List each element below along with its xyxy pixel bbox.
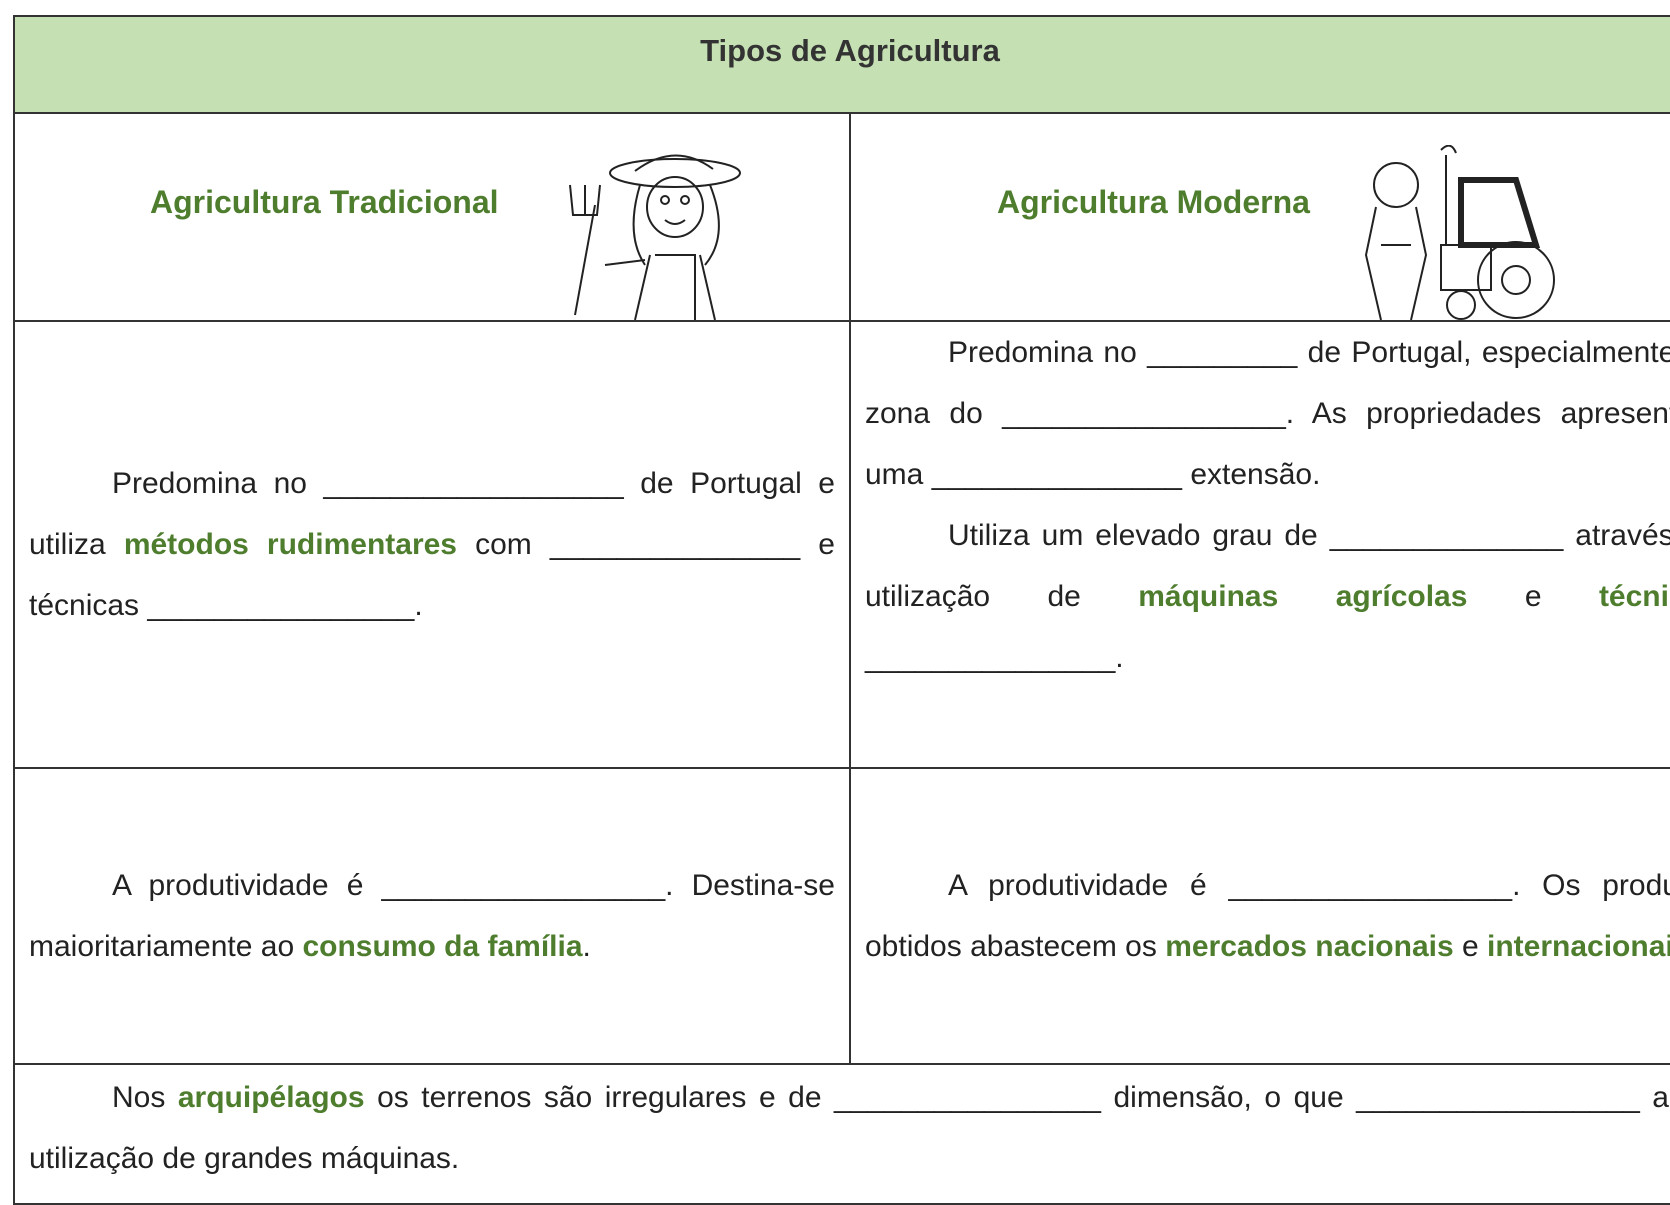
text: e técnicas bbox=[29, 528, 835, 622]
text: A produtividade é bbox=[948, 869, 1229, 902]
text: e bbox=[1453, 930, 1488, 963]
text: de Portugal, especialmente na zona do bbox=[865, 336, 1670, 430]
answer-blank: _________________ bbox=[381, 869, 666, 902]
text: dimensão, o que bbox=[1100, 1081, 1357, 1114]
answer-blank: _________________ bbox=[1002, 397, 1286, 430]
text: os terrenos são irregulares e de bbox=[364, 1081, 835, 1114]
paragraph: Predomina no _________ de Portugal, espe… bbox=[865, 322, 1670, 505]
highlighted-text: mercados nacionais bbox=[1165, 930, 1454, 963]
answer-blank: _________ bbox=[1147, 336, 1298, 369]
text-cell: Predomina no __________________ de Portu… bbox=[13, 320, 851, 769]
text: e bbox=[1467, 580, 1599, 613]
footer-text: Nos arquipélagos os terrenos são irregul… bbox=[29, 1065, 1669, 1189]
text: através da utilização de bbox=[865, 519, 1670, 613]
text: Utiliza um elevado grau de bbox=[948, 519, 1330, 552]
highlighted-text: internacionais bbox=[1487, 930, 1670, 963]
text: . bbox=[414, 589, 423, 622]
text: . Os produtos obtidos abastecem os bbox=[865, 869, 1670, 963]
text: extensão. bbox=[1181, 458, 1321, 491]
title-row: Tipos de Agricultura bbox=[13, 15, 1670, 114]
paragraph: Utiliza um elevado grau de _____________… bbox=[865, 505, 1670, 688]
text: a utilização de grandes máquinas. bbox=[29, 1081, 1669, 1175]
answer-blank: ________________ bbox=[834, 1081, 1101, 1114]
farmer-girl-illustration bbox=[569, 154, 741, 320]
footer-cell: Nos arquipélagos os terrenos são irregul… bbox=[13, 1063, 1670, 1205]
column-heading: Agricultura Moderna bbox=[997, 184, 1310, 220]
text: A produtividade é bbox=[112, 869, 382, 902]
paragraph: Nos arquipélagos os terrenos são irregul… bbox=[29, 1067, 1669, 1189]
column-heading: Agricultura Tradicional bbox=[150, 184, 499, 220]
text: Nos bbox=[112, 1081, 178, 1114]
worksheet: Tipos de Agricultura Agricultura Tradici… bbox=[13, 15, 1670, 1205]
answer-blank: _______________ bbox=[931, 458, 1182, 491]
page: Tipos de Agricultura Agricultura Tradici… bbox=[13, 15, 1670, 1205]
text: Predomina no bbox=[112, 467, 324, 500]
text: . Destina-se maioritariamente ao bbox=[29, 869, 835, 963]
text: . As propriedades apresentam uma bbox=[865, 397, 1670, 491]
text-cell: A produtividade é _________________. Os … bbox=[849, 767, 1670, 1065]
text: com bbox=[457, 528, 550, 561]
text-cell: Predomina no _________ de Portugal, espe… bbox=[849, 320, 1670, 769]
highlighted-text: técnicas bbox=[1598, 580, 1670, 613]
highlighted-text: máquinas agrícolas bbox=[1138, 580, 1468, 613]
text: Predomina no bbox=[948, 336, 1148, 369]
title: Tipos de Agricultura bbox=[700, 33, 1000, 68]
answer-blank: __________________ bbox=[323, 467, 624, 500]
highlighted-text: consumo da família bbox=[302, 930, 583, 963]
highlighted-text: arquipélagos bbox=[177, 1081, 365, 1114]
answer-blank: _________________ bbox=[1228, 869, 1513, 902]
paragraph: A produtividade é _________________. Des… bbox=[29, 855, 835, 977]
text: . bbox=[582, 930, 591, 963]
text: . bbox=[1115, 641, 1124, 674]
answer-blank: _______________ bbox=[549, 528, 801, 561]
answer-blank: _______________ bbox=[865, 641, 1116, 674]
answer-blank: _________________ bbox=[1356, 1081, 1640, 1114]
text: de Portugal e utiliza bbox=[29, 467, 835, 561]
heading-cell: Agricultura Moderna bbox=[849, 112, 1670, 322]
paragraph: A produtividade é _________________. Os … bbox=[865, 855, 1670, 977]
heading-cell: Agricultura Tradicional bbox=[13, 112, 851, 322]
highlighted-text: métodos rudimentares bbox=[123, 528, 457, 561]
answer-blank: ________________ bbox=[147, 589, 415, 622]
answer-blank: ______________ bbox=[1329, 519, 1564, 552]
farmer-tractor-illustration bbox=[1364, 145, 1555, 320]
paragraph: Predomina no __________________ de Portu… bbox=[29, 453, 835, 636]
agriculture-table: Tipos de Agricultura Agricultura Tradici… bbox=[13, 15, 1670, 1205]
text-cell: A produtividade é _________________. Des… bbox=[13, 767, 851, 1065]
